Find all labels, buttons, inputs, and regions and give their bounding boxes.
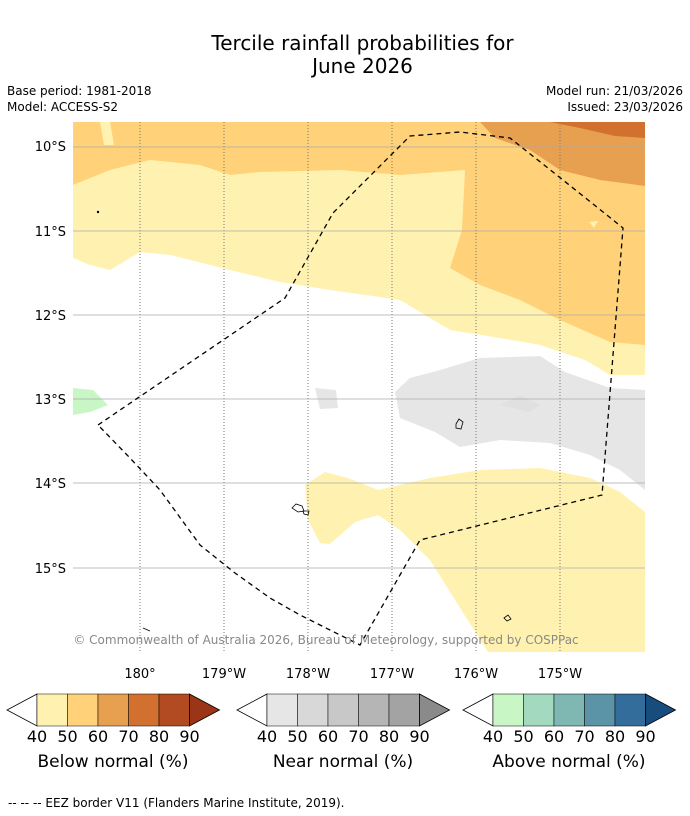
colorbar-min-arrow (462, 693, 494, 727)
island-west-a (291, 503, 305, 513)
colorbar-tick-label: 50 (513, 727, 534, 746)
lat-label-11s: 11°S (35, 225, 66, 240)
model-run: Model run: 21/03/2026 (545, 84, 683, 98)
colorbar-tick-label: 40 (482, 727, 504, 746)
colorbar-tick-label: 90 (409, 727, 430, 746)
colorbar-cell (584, 693, 616, 727)
latitude-gridlines (73, 146, 645, 569)
colorbar-tick-label: 80 (378, 727, 400, 746)
colorbar-cell (158, 693, 190, 727)
colorbar-tick-label: 90 (179, 727, 200, 746)
below-normal-notch (100, 122, 114, 145)
colorbar-tick-label: 70 (118, 727, 139, 746)
colorbar-cell (358, 693, 390, 727)
colorbar-tick-label: 50 (287, 727, 308, 746)
above-normal-40-50 (73, 388, 108, 415)
colorbar-tick-label: 60 (543, 727, 565, 746)
lat-label-12s: 12°S (35, 309, 66, 324)
map-title-line1: Tercile rainfall probabilities for (211, 31, 514, 55)
colorbar-cell (128, 693, 160, 727)
attribution-text: © Commonwealth of Australia 2026, Bureau… (73, 633, 578, 647)
near-normal-spot-b (315, 388, 338, 409)
below-normal-50-60 (73, 122, 645, 345)
colorbar-max-arrow (189, 693, 221, 727)
island-west-b (302, 510, 310, 516)
colorbar-near-normal (236, 693, 451, 727)
island-south (503, 614, 512, 622)
colorbar-cell (327, 693, 359, 727)
legend-above-normal-label: Above normal (%) (492, 752, 646, 772)
colorbar-tick-label: 40 (26, 727, 48, 746)
lon-label-180: 180° (124, 667, 155, 682)
colorbar-cell (388, 693, 420, 727)
colorbar-tick-label: 70 (348, 727, 369, 746)
model-name: Model: ACCESS-S2 (7, 100, 119, 114)
colorbar-max-arrow (645, 693, 677, 727)
base-period: Base period: 1981-2018 (7, 84, 152, 98)
islands (96, 210, 512, 632)
lon-label-178w: 178°W (286, 667, 330, 682)
issued-date: Issued: 23/03/2026 (567, 100, 683, 114)
legend-colorbars (6, 693, 677, 727)
colorbar-cell (553, 693, 585, 727)
map-title-line2: June 2026 (312, 54, 413, 78)
colorbar-cell (523, 693, 555, 727)
below-normal-spot (589, 221, 598, 228)
probability-fields (73, 122, 645, 652)
colorbar-tick-label: 90 (635, 727, 656, 746)
colorbar-cell (36, 693, 68, 727)
legend-near-normal-label: Near normal (%) (272, 752, 414, 772)
colorbar-min-arrow (6, 693, 38, 727)
colorbar-tick-label: 80 (148, 727, 170, 746)
colorbar-tick-label: 40 (256, 727, 278, 746)
colorbar-tick-label: 70 (574, 727, 595, 746)
near-normal-spot-a (500, 395, 540, 412)
island-east (455, 418, 464, 430)
colorbar-max-arrow (419, 693, 451, 727)
colorbar-min-arrow (236, 693, 268, 727)
legend-below-normal-label: Below normal (%) (37, 752, 189, 772)
lat-label-15s: 15°S (35, 562, 66, 577)
colorbar-tick-label: 60 (87, 727, 109, 746)
colorbar-cell (614, 693, 646, 727)
colorbar-cell (492, 693, 524, 727)
longitude-gridlines (139, 122, 561, 652)
latitude-labels: 10°S 11°S 12°S 13°S 14°S 15°S (35, 140, 66, 577)
below-normal-70-80 (550, 122, 645, 138)
colorbar-cell (67, 693, 99, 727)
lat-label-10s: 10°S (35, 140, 66, 155)
eez-footnote: -- -- -- EEZ border V11 (Flanders Marine… (8, 796, 345, 810)
colorbar-tick-label: 50 (57, 727, 78, 746)
island-southwest (142, 627, 151, 632)
lat-label-14s: 14°S (35, 477, 66, 492)
colorbar-cell (266, 693, 298, 727)
lon-label-176w: 176°W (454, 667, 498, 682)
lat-label-13s: 13°S (35, 393, 66, 408)
below-normal-60-70 (480, 122, 645, 186)
lon-label-175w: 175°W (538, 667, 582, 682)
colorbar-tick-label: 80 (604, 727, 626, 746)
island-northwest (96, 210, 100, 214)
colorbar-cell (97, 693, 129, 727)
longitude-labels: 180° 179°W 178°W 177°W 176°W 175°W (124, 667, 582, 682)
colorbar-below-normal (6, 693, 221, 727)
near-normal-40-50 (395, 356, 645, 490)
eez-border (96, 131, 624, 646)
lon-label-177w: 177°W (370, 667, 414, 682)
lon-label-179w: 179°W (202, 667, 246, 682)
colorbar-tick-label: 60 (317, 727, 339, 746)
colorbar-above-normal (462, 693, 677, 727)
forecast-map: © Commonwealth of Australia 2026, Bureau… (35, 122, 645, 682)
colorbar-cell (297, 693, 329, 727)
